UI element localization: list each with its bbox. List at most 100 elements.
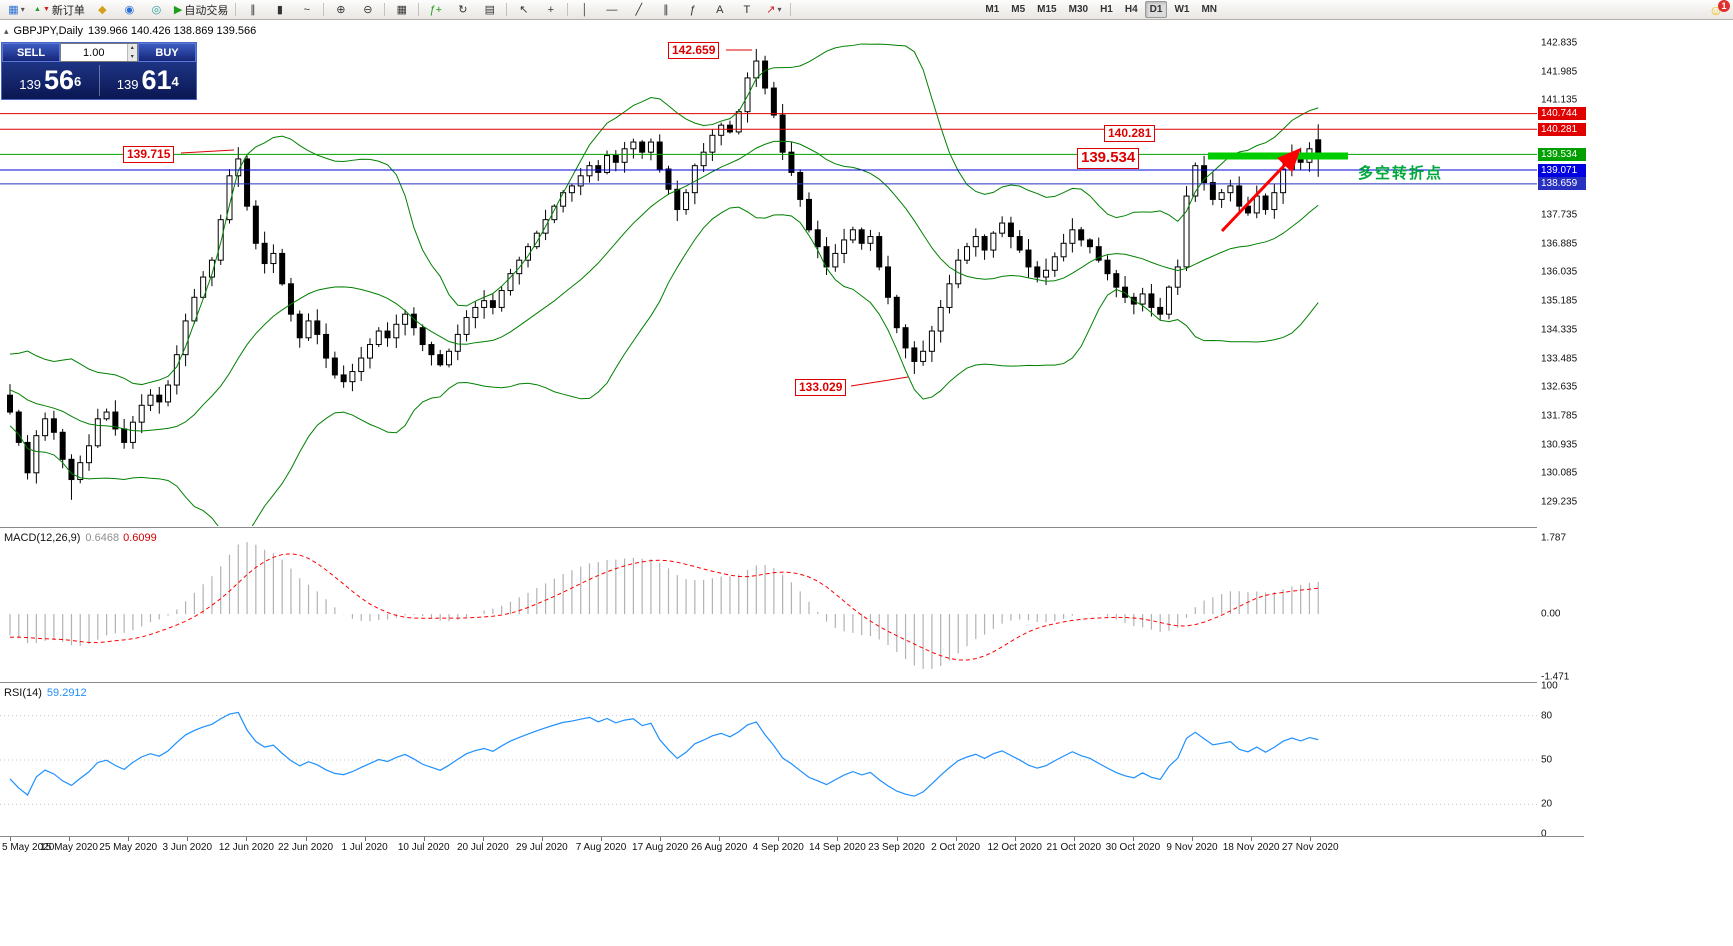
price-tick-label: 142.835 xyxy=(1541,37,1578,49)
rsi-tick-label: 50 xyxy=(1541,754,1553,766)
annotation-note[interactable]: 多空转折点 xyxy=(1358,165,1444,182)
not ification-badge: 1 xyxy=(1718,0,1730,12)
sell-price[interactable]: 139 56 6 xyxy=(2,62,99,99)
price-axis[interactable]: 142.835 141.985 141.135 137.735 136.885 136.0… xyxy=(1537,20,1607,840)
callout-leader-line xyxy=(850,376,909,387)
new-chart-button[interactable]: ▦ ▾ xyxy=(3,0,30,19)
price-callout[interactable]: 133.029 xyxy=(795,379,847,396)
timeframe-m1[interactable]: M1 xyxy=(985,4,1000,15)
autotrading-button[interactable]: ▶ 自动交易 xyxy=(170,0,232,19)
timeframe-m5[interactable]: M5 xyxy=(1011,4,1026,15)
rsi-tick-label: 100 xyxy=(1541,680,1558,692)
time-label: 7 Aug 2020 xyxy=(575,842,627,853)
toolbar-separator xyxy=(506,3,508,16)
zoom-in-button[interactable]: ⊕ xyxy=(327,0,354,19)
new-order-button[interactable]: ▲ ▼ 新订单 xyxy=(30,0,89,19)
chart-canvas[interactable] xyxy=(0,0,1580,946)
rsi-line xyxy=(9,711,1319,797)
spinner-down-icon[interactable]: ▾ xyxy=(127,52,137,61)
crosshair-icon: + xyxy=(547,3,555,16)
vertical-line-button[interactable]: │ xyxy=(571,0,598,19)
time-label: 17 Aug 2020 xyxy=(632,842,689,853)
time-tick xyxy=(541,837,543,841)
timeframe-d1[interactable]: D1 xyxy=(1144,1,1168,18)
time-tick xyxy=(482,837,484,841)
time-tick xyxy=(1310,837,1312,841)
arrows-icon: ↗ xyxy=(766,4,776,16)
periods-button[interactable]: ↻ xyxy=(449,0,476,19)
cursor-button[interactable]: ↖ xyxy=(510,0,537,19)
timeframe-h4[interactable]: H4 xyxy=(1124,4,1138,15)
rsi-tick-label: 0 xyxy=(1541,828,1547,840)
autotrading-label: 自动交易 xyxy=(184,4,229,17)
rsi-value: 59.2912 xyxy=(46,687,87,699)
trendline-button[interactable]: ╱ xyxy=(625,0,652,19)
trend-arrow[interactable] xyxy=(1220,147,1302,233)
macd-label: MACD(12,26,9) 0.6468 0.6099 xyxy=(4,532,157,544)
price-callout[interactable]: 139.534 xyxy=(1077,148,1140,169)
time-label: 12 Oct 2020 xyxy=(987,842,1042,853)
macd-panel[interactable] xyxy=(9,542,1319,669)
fibonacci-button[interactable]: ƒ xyxy=(679,0,706,19)
time-label: 29 Jul 2020 xyxy=(516,842,568,853)
price-level-tag: 138.659 xyxy=(1538,177,1586,191)
periods-icon: ↻ xyxy=(458,4,468,16)
timeframe-h1[interactable]: H1 xyxy=(1100,4,1113,15)
panel-separator[interactable] xyxy=(0,527,1584,528)
price-panel[interactable] xyxy=(0,43,1537,546)
bar-chart-button[interactable]: ∥ xyxy=(239,0,266,19)
time-label: 12 Jun 2020 xyxy=(218,842,274,853)
bollinger-lower xyxy=(9,206,1319,526)
timeframe-m30[interactable]: M30 xyxy=(1068,4,1089,15)
indicators-button[interactable]: ƒ+ xyxy=(422,0,449,19)
sell-button[interactable]: SELL xyxy=(2,43,60,62)
time-tick xyxy=(1014,837,1016,841)
time-tick xyxy=(1073,837,1075,841)
price-tick-label: 134.335 xyxy=(1541,324,1578,336)
time-label: 2 Oct 2020 xyxy=(931,842,981,853)
templates-icon: ▤ xyxy=(484,4,496,16)
time-tick xyxy=(955,837,957,841)
zoom-out-button[interactable]: ⊖ xyxy=(354,0,381,19)
time-tick xyxy=(364,837,366,841)
cursor-icon: ↖ xyxy=(519,4,529,16)
buy-button[interactable]: BUY xyxy=(138,43,196,62)
timeframe-mn[interactable]: MN xyxy=(1201,4,1218,15)
price-callout[interactable]: 140.281 xyxy=(1104,125,1156,142)
text-button[interactable]: A xyxy=(706,0,733,19)
time-label: 9 Nov 2020 xyxy=(1166,842,1218,853)
rsi-panel[interactable] xyxy=(0,711,1537,805)
volume-input[interactable] xyxy=(61,44,127,61)
market-watch-button[interactable]: ◆ xyxy=(89,0,116,19)
signals-button[interactable]: ◉ xyxy=(116,0,143,19)
time-label: 25 May 2020 xyxy=(99,842,158,853)
macd-tick-label: 0.00 xyxy=(1541,608,1561,620)
timeframe-group: M1 M5 M15 M30 H1 H4 D1 W1 MN xyxy=(979,1,1223,18)
buy-price[interactable]: 139 61 4 xyxy=(100,62,197,99)
price-tick-label: 141.135 xyxy=(1541,94,1578,106)
panel-separator[interactable] xyxy=(0,682,1584,683)
price-tick-label: 137.735 xyxy=(1541,209,1578,221)
crosshair-button[interactable]: + xyxy=(537,0,564,19)
navigator-button[interactable]: ◎ xyxy=(143,0,170,19)
spinner-up-icon[interactable]: ▴ xyxy=(127,44,137,53)
timeframe-w1[interactable]: W1 xyxy=(1174,4,1190,15)
price-tick-label: 132.635 xyxy=(1541,381,1578,393)
chart-icon: ▴ xyxy=(4,25,9,36)
text-label-button[interactable]: T xyxy=(733,0,760,19)
buy-price-sup: 4 xyxy=(171,73,179,89)
tile-windows-button[interactable]: ▦ xyxy=(388,0,415,19)
chevron-down-icon: ▾ xyxy=(777,5,782,14)
arrows-button[interactable]: ↗ ▾ xyxy=(760,0,787,19)
time-axis[interactable]: 5 May 2020 15 May 2020 25 May 2020 3 Jun 20… xyxy=(0,836,1584,861)
time-tick xyxy=(601,837,602,841)
price-callout[interactable]: 142.659 xyxy=(668,42,720,59)
channel-button[interactable]: ∥ xyxy=(652,0,679,19)
horizontal-line-button[interactable]: — xyxy=(598,0,625,19)
timeframe-m15[interactable]: M15 xyxy=(1037,4,1057,15)
time-label: 27 Nov 2020 xyxy=(1281,842,1339,853)
line-chart-button[interactable]: ~ xyxy=(293,0,320,19)
candlestick-chart-button[interactable]: ▮ xyxy=(266,0,293,19)
templates-button[interactable]: ▤ xyxy=(476,0,503,19)
price-callout[interactable]: 139.715 xyxy=(123,146,175,163)
